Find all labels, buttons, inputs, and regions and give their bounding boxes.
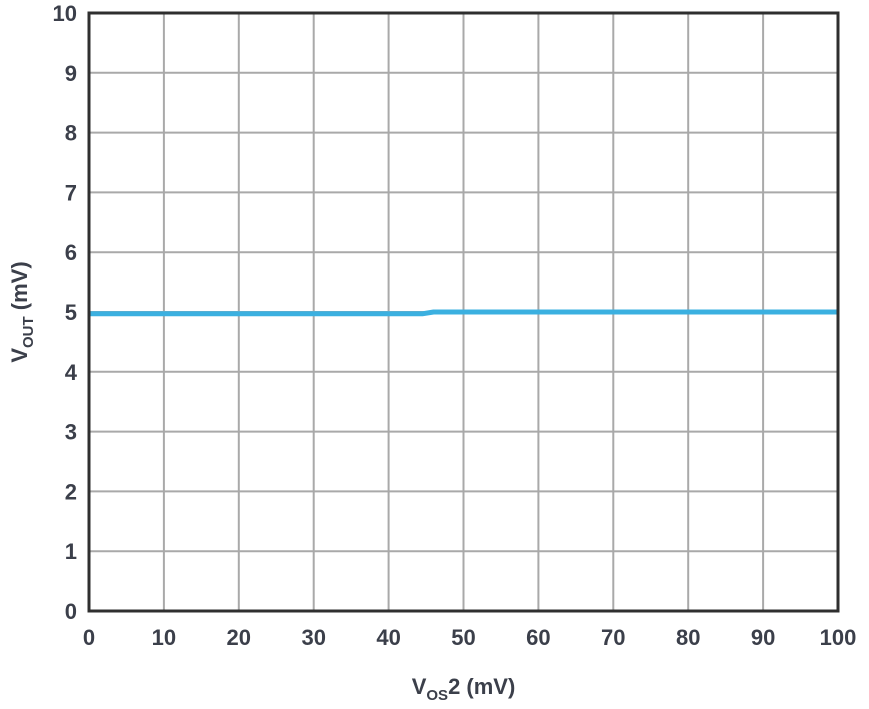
- x-tick-labels: 0 10 20 30 40 50 60 70 80 90 100: [83, 625, 856, 650]
- y-tick-label: 1: [65, 539, 77, 564]
- y-tick-label: 5: [65, 300, 77, 325]
- y-tick-label: 2: [65, 479, 77, 504]
- x-tick-label: 30: [301, 625, 325, 650]
- x-tick-label: 90: [751, 625, 775, 650]
- series-layer: [89, 309, 838, 317]
- y-axis-title-main: V: [7, 348, 32, 363]
- x-tick-label: 20: [227, 625, 251, 650]
- y-axis-title-subscript: OUT: [20, 316, 37, 348]
- y-tick-label: 6: [65, 240, 77, 265]
- x-tick-label: 60: [526, 625, 550, 650]
- y-tick-label: 8: [65, 121, 77, 146]
- y-tick-label: 3: [65, 420, 77, 445]
- series-line: [89, 309, 838, 317]
- plot-frame: [87, 11, 840, 613]
- x-axis-title-rest: 2 (mV): [448, 674, 515, 699]
- x-tick-label: 40: [376, 625, 400, 650]
- y-axis-title: VOUT (mV): [7, 261, 37, 362]
- y-tick-labels: 0 1 2 3 4 5 6 7 8 9 10: [53, 1, 78, 624]
- y-tick-label: 4: [65, 360, 78, 385]
- y-tick-label: 7: [65, 180, 77, 205]
- x-tick-label: 70: [601, 625, 625, 650]
- x-axis-title: VOS2 (mV): [412, 674, 516, 704]
- x-tick-label: 100: [820, 625, 857, 650]
- x-tick-label: 80: [676, 625, 700, 650]
- y-tick-label: 9: [65, 61, 77, 86]
- x-axis-title-main: V: [412, 674, 427, 699]
- x-tick-label: 50: [451, 625, 475, 650]
- x-tick-label: 0: [83, 625, 95, 650]
- y-tick-label: 0: [65, 599, 77, 624]
- x-axis-title-subscript: OS: [426, 687, 448, 704]
- y-axis-title-rest: (mV): [7, 261, 32, 316]
- y-tick-label: 10: [53, 1, 77, 26]
- x-tick-label: 10: [152, 625, 176, 650]
